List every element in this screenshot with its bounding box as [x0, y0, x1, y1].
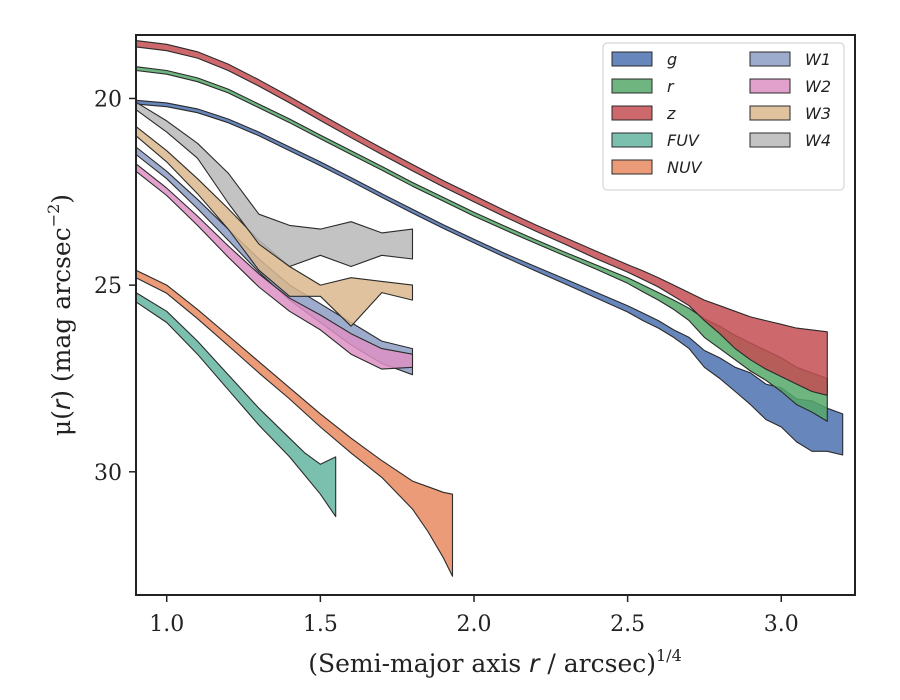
legend-swatch-w4: [749, 132, 791, 148]
band-nuv: [135, 269, 454, 577]
y-tick-label: 20: [94, 87, 122, 112]
band-r: [135, 66, 828, 422]
legend-label-g: g: [667, 50, 677, 69]
y-axis-title-main: μ(: [47, 410, 76, 436]
y-tick-label: 25: [94, 274, 122, 299]
legend-label-nuv: NUV: [667, 158, 703, 177]
y-axis-title: μ(r) (mag arcsec−2): [44, 194, 76, 436]
y-axis-title-close: ): [47, 194, 76, 204]
legend: grz FUV NUV W1 W2 W3 W4: [602, 42, 845, 191]
legend-label-w3: W3: [805, 104, 831, 123]
band-g: [135, 99, 844, 456]
y-axis-title-exp: −2: [44, 204, 63, 228]
x-tick-label: 2.5: [610, 612, 645, 637]
x-axis-title: (Semi-major axis r / arcsec)1/4: [308, 646, 682, 678]
legend-swatch-z: [611, 105, 653, 121]
legend-swatch-fuv: [611, 132, 653, 148]
x-tick-label: 3.0: [764, 612, 799, 637]
plot-frame: [135, 34, 856, 596]
band-w2: [135, 163, 414, 370]
legend-label-fuv: FUV: [667, 131, 700, 150]
legend-swatch-w2: [749, 78, 791, 94]
legend-label-w4: W4: [805, 131, 831, 150]
x-axis-title-unit: / arcsec): [539, 649, 656, 678]
y-axis-title-var: r: [47, 398, 76, 410]
legend-label-z: z: [666, 104, 676, 123]
x-axis-ticks: 1.0 1.5 2.0 2.5 3.0: [149, 595, 799, 637]
legend-label-r: r: [667, 77, 675, 96]
legend-swatch-nuv: [611, 159, 653, 175]
band-layer: [135, 40, 844, 577]
y-axis-ticks: 20 25 30: [94, 87, 136, 486]
legend-swatch-w1: [749, 51, 791, 67]
band-w4: [135, 101, 414, 268]
band-w3: [135, 125, 414, 327]
y-axis-title-unit: ) (mag arcsec: [47, 227, 76, 400]
legend-label-w2: W2: [805, 77, 831, 96]
x-axis-title-main: (Semi-major axis: [308, 649, 529, 678]
y-tick-label: 30: [94, 461, 122, 486]
legend-swatch-w3: [749, 105, 791, 121]
band-fuv: [135, 292, 337, 518]
x-tick-label: 2.0: [456, 612, 491, 637]
legend-label-w1: W1: [805, 50, 831, 69]
x-tick-label: 1.0: [149, 612, 184, 637]
legend-swatch-g: [611, 51, 653, 67]
x-axis-title-exp: 1/4: [656, 646, 682, 665]
x-axis-title-var: r: [529, 649, 541, 678]
x-tick-label: 1.5: [303, 612, 338, 637]
band-z: [135, 40, 828, 396]
legend-swatch-r: [611, 78, 653, 94]
